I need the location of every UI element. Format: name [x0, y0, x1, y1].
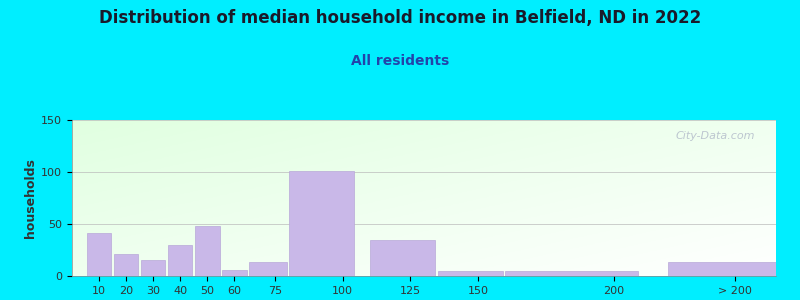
Bar — [222, 270, 246, 276]
Y-axis label: households: households — [24, 158, 37, 238]
Bar — [250, 262, 287, 276]
Bar — [114, 254, 138, 276]
Bar — [668, 262, 800, 276]
Bar — [370, 240, 435, 276]
Bar — [168, 245, 193, 276]
Bar — [506, 271, 638, 276]
Bar — [195, 226, 219, 276]
Bar — [141, 260, 166, 276]
Text: Distribution of median household income in Belfield, ND in 2022: Distribution of median household income … — [99, 9, 701, 27]
Bar — [289, 171, 354, 276]
Bar — [438, 271, 502, 276]
Bar — [87, 233, 111, 276]
Text: All residents: All residents — [351, 54, 449, 68]
Text: City-Data.com: City-Data.com — [675, 131, 755, 141]
